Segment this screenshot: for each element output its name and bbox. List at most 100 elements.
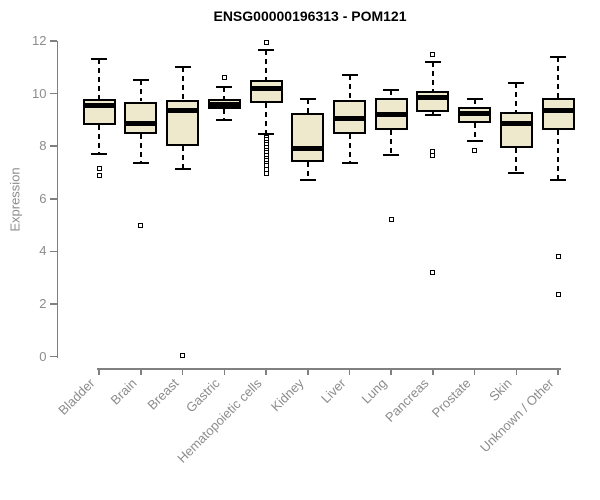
whisker-cap-bottom — [424, 113, 441, 116]
whisker-cap-top — [216, 86, 233, 89]
outlier-point — [430, 51, 436, 57]
box-iqr — [124, 101, 158, 135]
whisker-lower — [139, 134, 142, 164]
whisker-lower — [557, 130, 560, 181]
whisker-cap-top — [91, 58, 108, 61]
whisker-cap-top — [508, 82, 525, 85]
whisker-cap-top — [466, 97, 483, 100]
outlier-point — [555, 292, 561, 298]
whisker-upper — [181, 67, 184, 101]
whisker-cap-bottom — [91, 153, 108, 156]
whisker-cap-top — [299, 97, 316, 100]
whisker-cap-bottom — [341, 162, 358, 165]
whisker-upper — [265, 50, 268, 81]
x-axis-tick — [390, 368, 392, 375]
y-axis-tick — [49, 355, 57, 358]
y-tick-label: 10 — [32, 85, 47, 101]
outlier-point — [96, 166, 102, 172]
box-iqr — [249, 80, 283, 103]
x-axis-line — [96, 368, 561, 370]
x-axis-tick — [265, 368, 267, 375]
median-line — [84, 102, 114, 108]
x-axis-tick — [181, 368, 184, 375]
x-axis-tick — [307, 368, 309, 375]
outlier-point — [96, 172, 102, 178]
y-axis-tick — [49, 145, 57, 147]
whisker-lower — [515, 147, 518, 173]
x-axis-tick — [348, 368, 351, 375]
whisker-upper — [431, 62, 434, 91]
whisker-lower — [98, 125, 101, 155]
outlier-point — [263, 39, 269, 45]
whisker-upper — [473, 98, 476, 107]
whisker-upper — [306, 98, 309, 114]
y-axis-tick — [49, 250, 57, 253]
y-tick-label: 8 — [39, 138, 47, 154]
y-tick-label: 12 — [32, 33, 47, 48]
whisker-cap-bottom — [466, 139, 483, 142]
y-axis-tick — [49, 92, 57, 95]
box-iqr — [541, 97, 575, 131]
median-line — [209, 101, 239, 107]
outlier-point — [180, 352, 186, 358]
whisker-cap-top — [258, 49, 275, 52]
x-axis-tick — [473, 368, 476, 375]
outlier-point — [221, 75, 227, 81]
whisker-upper — [557, 56, 560, 98]
whisker-lower — [390, 130, 393, 156]
whisker-cap-top — [132, 79, 149, 82]
whisker-upper — [98, 59, 101, 99]
whisker-cap-bottom — [550, 179, 567, 182]
outlier-point — [388, 217, 394, 223]
box-iqr — [499, 112, 533, 148]
y-tick-label: 6 — [39, 190, 47, 206]
median-line — [168, 108, 198, 114]
whisker-lower — [348, 134, 351, 164]
whisker-lower — [181, 146, 184, 169]
whisker-cap-top — [383, 88, 400, 91]
median-line — [126, 121, 156, 127]
whisker-cap-top — [341, 74, 358, 77]
median-line — [501, 121, 531, 127]
box-iqr — [166, 100, 200, 147]
whisker-upper — [139, 80, 142, 102]
whisker-cap-top — [424, 61, 441, 64]
whisker-cap-bottom — [216, 118, 233, 121]
whisker-lower — [265, 102, 268, 135]
whisker-upper — [515, 83, 518, 113]
median-line — [460, 110, 490, 116]
outlier-point — [472, 147, 478, 153]
median-line — [251, 85, 281, 91]
box-iqr — [291, 113, 325, 162]
median-line — [543, 108, 573, 114]
whisker-cap-bottom — [508, 171, 525, 174]
whisker-lower — [431, 112, 434, 115]
outlier-point — [263, 171, 269, 177]
whisker-cap-bottom — [383, 154, 400, 157]
outlier-point — [430, 270, 436, 275]
whisker-cap-top — [550, 55, 567, 58]
x-axis-tick — [98, 368, 100, 375]
chart-title: ENSG00000196313 - POM121 — [213, 8, 407, 24]
y-tick-label: 0 — [39, 348, 47, 364]
x-axis-tick — [515, 368, 518, 375]
outlier-point — [430, 152, 436, 158]
outlier-point — [555, 254, 561, 260]
x-axis-tick — [432, 368, 434, 375]
median-line — [335, 116, 365, 122]
x-axis-tick — [140, 368, 142, 375]
y-axis-tick — [49, 40, 57, 42]
whisker-upper — [223, 87, 226, 99]
whisker-cap-bottom — [258, 133, 275, 136]
whisker-lower — [473, 122, 476, 141]
median-line — [376, 112, 406, 118]
whisker-cap-bottom — [174, 167, 191, 170]
whisker-lower — [223, 109, 226, 120]
whisker-cap-bottom — [132, 162, 149, 165]
median-line — [418, 95, 448, 101]
x-axis-tick — [557, 368, 559, 375]
whisker-upper — [390, 89, 393, 98]
whisker-cap-bottom — [299, 179, 316, 182]
outlier-point — [138, 222, 144, 228]
whisker-cap-top — [174, 66, 191, 69]
